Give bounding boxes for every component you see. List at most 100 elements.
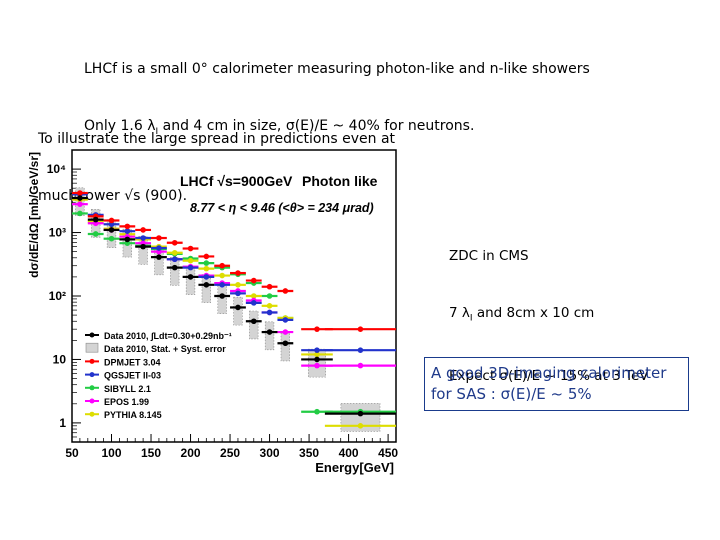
data-point [124, 223, 131, 230]
data-point [250, 318, 257, 325]
legend-label: Data 2010, ∫Ldt=0.30+0.29nb⁻¹ [104, 331, 232, 341]
syst-error-band [185, 266, 196, 295]
series-dpmjet [72, 190, 396, 332]
data-point [314, 347, 320, 353]
data-point [314, 356, 320, 363]
x-tick-label: 350 [299, 446, 319, 460]
x-tick-label: 200 [181, 446, 201, 460]
data-point [314, 326, 320, 332]
zdc-line-1: ZDC in CMS [449, 248, 529, 264]
data-point [250, 277, 257, 284]
syst-error-band [249, 310, 259, 340]
note-text: To illustrate the large spread in predic… [38, 92, 395, 225]
data-point [124, 236, 131, 243]
data-point [266, 303, 273, 309]
data-point [203, 260, 210, 266]
note-line-1: To illustrate the large spread in predic… [38, 131, 396, 147]
data-point [77, 195, 83, 201]
zdc-line-3: Expect σ(E)/E ~ 15% at 3 TeV [449, 367, 649, 384]
zdc-line-2: 7 λI and 8cm x 10 cm [449, 305, 595, 324]
data-point [357, 347, 364, 353]
y-tick-label: 10² [49, 289, 66, 303]
y-tick-label: 10³ [49, 226, 66, 240]
x-tick-label: 150 [141, 446, 161, 460]
data-point [124, 228, 131, 235]
data-point [140, 243, 146, 250]
data-point [219, 262, 225, 269]
sas-callout-box: A good 3D-imaging calorimeter for SAS : … [424, 357, 689, 411]
sas-line-1: A good 3D-imaging calorimeter [431, 364, 667, 382]
x-tick-label: 400 [339, 446, 359, 460]
x-tick-label: 300 [260, 446, 280, 460]
data-point [266, 293, 273, 299]
y-tick-label: 10⁴ [47, 162, 66, 176]
legend-swatch-dot [89, 385, 95, 391]
legend-label: DPMJET 3.04 [104, 357, 161, 367]
data-point [171, 264, 178, 271]
x-tick-label: 450 [378, 446, 398, 460]
chart-subtitle: Photon like [302, 173, 378, 189]
data-point [187, 245, 194, 252]
data-point [171, 239, 178, 246]
data-point [219, 293, 225, 299]
legend-label: SIBYLL 2.1 [104, 384, 151, 394]
data-point [171, 249, 178, 256]
data-point [357, 326, 364, 332]
data-point [92, 216, 99, 223]
legend-swatch-dot [89, 372, 95, 378]
data-point [92, 231, 99, 237]
data-point [77, 210, 83, 217]
lhcf-photon-spectrum-chart: 50 100 150 200 250 300 350 400 450 1 10 10² 10³ 10⁴ E… [27, 149, 398, 475]
data-point [235, 270, 241, 276]
data-point [282, 340, 289, 347]
data-point [282, 329, 289, 335]
data-point [140, 235, 146, 241]
data-point [235, 282, 241, 288]
data-point [357, 362, 364, 369]
data-point [156, 254, 162, 260]
data-point [219, 272, 225, 279]
data-point [77, 201, 83, 207]
data-point [282, 288, 289, 294]
x-axis-label: Energy[GeV] [315, 460, 394, 475]
legend-swatch-dot [89, 358, 95, 364]
y-axis-label: dσ/dE/dΩ [mb/GeV/sr] [27, 152, 41, 278]
zdc-text: ZDC in CMS 7 λI and 8cm x 10 cm Expect σ… [449, 209, 649, 405]
header-line-1: LHCf is a small 0° calorimeter measuring… [84, 61, 590, 77]
legend-swatch-dot [89, 332, 95, 338]
data-point [108, 227, 115, 233]
data-point [250, 300, 257, 306]
data-point [187, 264, 194, 271]
data-point [314, 351, 320, 358]
sas-line-2: for SAS : σ(E)/E ~ 5% [431, 385, 592, 403]
data-point [314, 362, 320, 369]
x-tick-label: 100 [101, 446, 121, 460]
data-point [250, 293, 257, 299]
syst-error-band [264, 321, 275, 351]
data-point [357, 423, 364, 429]
data-point [357, 410, 364, 417]
data-point [187, 257, 194, 264]
data-point [266, 309, 273, 316]
y-tick-label: 1 [59, 416, 66, 430]
data-point [282, 317, 289, 323]
data-point [171, 256, 178, 263]
data-point [140, 227, 146, 233]
legend-label: PYTHIA 8.145 [104, 410, 162, 420]
data-point [266, 283, 273, 290]
header-text: LHCf is a small 0° calorimeter measuring… [84, 22, 590, 161]
data-point [203, 282, 210, 288]
data-point [235, 304, 241, 311]
series-data [72, 195, 396, 417]
x-tick-label: 50 [65, 446, 79, 460]
data-point [203, 265, 210, 272]
data-point [203, 253, 210, 260]
syst-error-band [217, 285, 227, 314]
data-point [314, 408, 320, 415]
data-point [108, 217, 115, 224]
data-point [77, 190, 83, 196]
data-point [156, 245, 162, 251]
legend-swatch-dot [89, 398, 95, 404]
x-tick-label: 250 [220, 446, 240, 460]
syst-error-band [280, 332, 291, 362]
